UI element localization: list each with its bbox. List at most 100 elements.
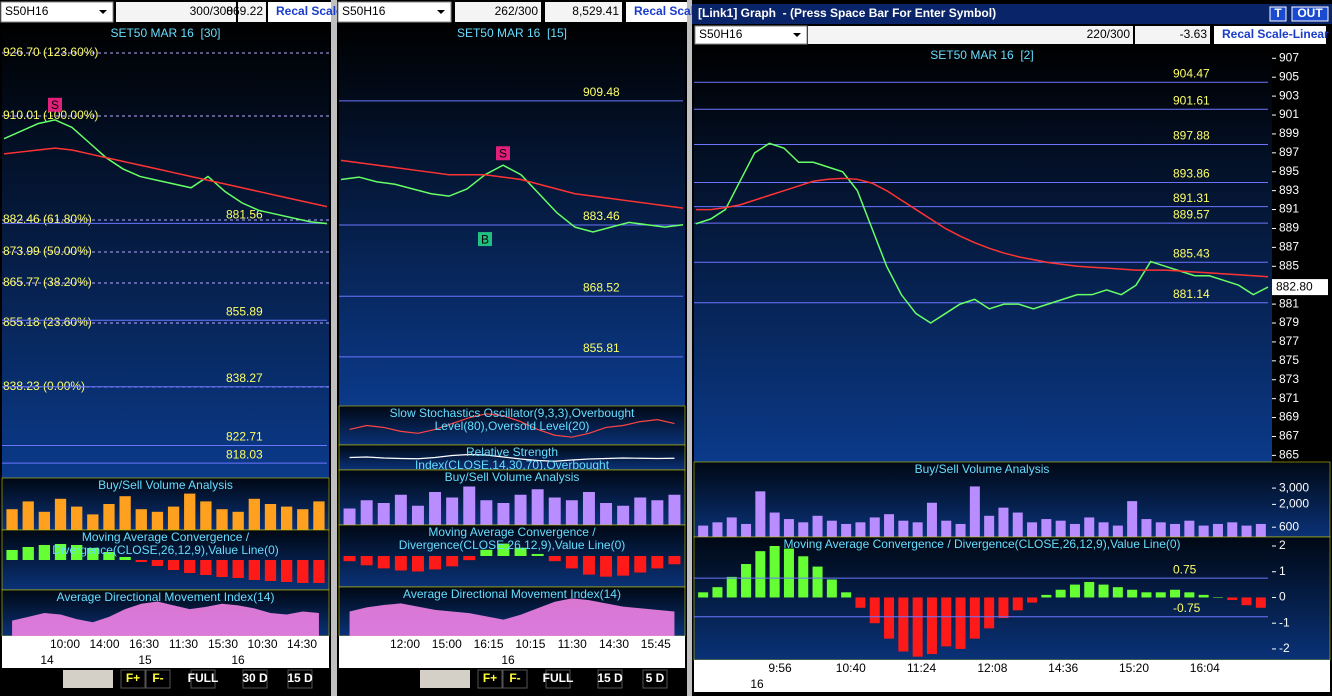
volume-bar (755, 491, 766, 537)
symbol-combo[interactable] (337, 1, 452, 23)
time-label: 12:08 (977, 661, 1007, 675)
macd-bar (446, 556, 459, 567)
y-tick-label: 893 (1279, 183, 1299, 197)
macd-bar (1198, 594, 1209, 598)
macd-bar (248, 560, 260, 580)
volume-bar (22, 501, 34, 530)
macd-bar (394, 556, 407, 571)
macd-bar (668, 556, 681, 565)
volume-bar (280, 506, 293, 530)
indicator-title: Buy/Sell Volume Analysis (98, 479, 233, 492)
price-line (3, 119, 328, 225)
combo-arrow (437, 10, 445, 14)
volume-bar (926, 502, 937, 537)
volume-bar (1184, 520, 1195, 537)
volume-bar (360, 500, 373, 525)
macd-bar (600, 556, 613, 577)
nav-button-label: F- (152, 671, 163, 685)
volume-bar (798, 522, 809, 537)
macd-bar (741, 564, 752, 598)
nav-button[interactable] (242, 669, 268, 689)
nav-button[interactable] (477, 669, 503, 689)
volume-bar (634, 497, 647, 525)
indicator-tick-label: 0 (1279, 590, 1286, 604)
indicator-title-box: Average Directional Movement Index(14) (57, 591, 275, 604)
price-pane (694, 46, 1330, 462)
level-label: 881.56 (226, 208, 263, 222)
indicator-area (349, 598, 675, 636)
nav-button[interactable] (120, 669, 146, 689)
time-label: 14:30 (287, 637, 317, 651)
price-line (340, 159, 684, 209)
indicator-title-box: Buy/Sell Volume Analysis (445, 471, 580, 484)
macd-bar (151, 560, 164, 566)
time-label: 15:45 (641, 637, 671, 651)
macd-bar (755, 551, 766, 598)
indicator-pane (338, 405, 686, 446)
date-label: 14 (40, 653, 54, 667)
indicator-tick-label: -2 (1279, 641, 1290, 655)
volume-bar (184, 493, 196, 530)
macd-bar (912, 597, 923, 657)
nav-button[interactable] (597, 669, 623, 689)
indicator-line (349, 453, 675, 462)
recal-button[interactable] (268, 2, 331, 22)
recal-button[interactable] (1214, 26, 1326, 44)
indicator-title-box: Buy/Sell Volume Analysis (915, 463, 1050, 476)
indicator-title: Moving Average Convergence / Divergence(… (398, 526, 626, 552)
volume-bar (855, 522, 866, 537)
nav-button-label: 5 D (646, 671, 665, 685)
fib-label: 926.70 (123.60%) (3, 45, 98, 59)
price-line (696, 177, 1269, 278)
time-label: 15:00 (432, 637, 462, 651)
y-tick-label: 877 (1279, 334, 1299, 348)
macd-bar (297, 560, 309, 583)
level-label: 901.61 (1173, 93, 1210, 107)
indicator-tick-label: 600 (1279, 519, 1299, 533)
macd-bar (343, 556, 356, 562)
recal-button[interactable] (626, 2, 687, 22)
symbol-text: S50H16 (5, 4, 49, 18)
y-tick-label: 903 (1279, 88, 1299, 102)
signal-label: B (481, 232, 489, 246)
macd-bar (1012, 597, 1023, 611)
volume-bar (167, 506, 180, 530)
macd-bar (6, 550, 18, 560)
out-button[interactable] (1291, 6, 1329, 22)
macd-bar (1127, 589, 1138, 598)
symbol-combo[interactable] (694, 25, 808, 45)
date-axis (2, 652, 329, 668)
y-tick-label: 897 (1279, 145, 1299, 159)
nav-button[interactable] (545, 669, 571, 689)
volume-bar (1141, 519, 1152, 537)
y-tick-label: 865 (1279, 448, 1299, 462)
y-tick-label: 905 (1279, 69, 1299, 83)
macd-bar (1155, 592, 1166, 598)
volume-bar (264, 504, 277, 530)
nav-button[interactable] (287, 669, 313, 689)
nav-button[interactable] (145, 669, 171, 689)
current-price: 882.80 (1276, 279, 1313, 293)
nav-button[interactable] (502, 669, 528, 689)
t-button[interactable] (1269, 6, 1287, 22)
macd-bar (783, 548, 794, 598)
macd-bar (969, 597, 980, 639)
volume-bar (1084, 517, 1095, 537)
level-label: 855.81 (583, 341, 620, 355)
nav-button[interactable] (642, 669, 668, 689)
macd-bar (103, 552, 115, 560)
price-line (695, 142, 1269, 324)
time-label: 14:36 (1048, 661, 1078, 675)
nav-button[interactable] (190, 669, 216, 689)
symbol-combo[interactable] (0, 1, 114, 23)
volume-bar (826, 520, 837, 537)
volume-bar (1112, 525, 1123, 537)
price-line (3, 147, 328, 208)
price-line (340, 164, 684, 233)
volume-bar (955, 523, 966, 537)
price-pane (339, 24, 685, 406)
scroll-track[interactable] (420, 670, 470, 688)
volume-bar (6, 509, 18, 530)
recal-label: Recal Scale (634, 4, 701, 18)
scroll-track[interactable] (63, 670, 113, 688)
